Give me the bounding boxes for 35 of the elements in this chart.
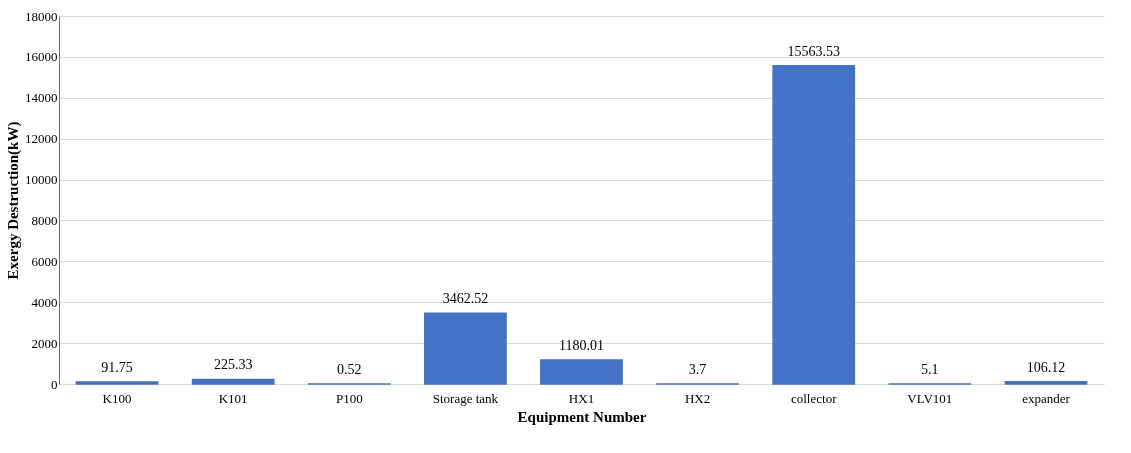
x-axis-title: Equipment Number xyxy=(517,408,647,425)
x-tick-label: HX1 xyxy=(568,390,595,406)
data-label: 106.12 xyxy=(1026,359,1066,375)
y-tick-label: 18000 xyxy=(25,8,58,24)
y-tick-label: 2000 xyxy=(31,335,58,351)
data-label: 91.75 xyxy=(101,360,133,376)
bar xyxy=(772,65,856,385)
x-tick-label: collector xyxy=(790,390,838,406)
data-label: 1180.01 xyxy=(559,337,604,353)
y-tick-label: 10000 xyxy=(25,172,58,188)
y-tick-label: 16000 xyxy=(25,49,58,65)
x-tick-label: HX2 xyxy=(684,390,711,406)
x-tick-label: K101 xyxy=(218,390,248,406)
bar xyxy=(191,378,275,385)
y-axis-title: Exergy Destruction(kW) xyxy=(5,121,22,280)
y-tick-label: 12000 xyxy=(25,131,58,147)
x-tick-label: K100 xyxy=(102,390,132,406)
bar xyxy=(1004,381,1088,385)
data-label: 3462.52 xyxy=(442,291,489,307)
bar xyxy=(540,359,623,385)
bar xyxy=(424,312,507,385)
data-label: 5.1 xyxy=(921,361,939,377)
y-tick-label: 0 xyxy=(51,376,58,392)
data-label: 0.52 xyxy=(337,361,362,377)
data-label: 15563.53 xyxy=(787,43,840,59)
y-tick-label: 14000 xyxy=(25,90,58,106)
y-tick-label: 4000 xyxy=(31,294,58,310)
data-label: 225.33 xyxy=(213,357,253,373)
x-tick-label: expander xyxy=(1022,390,1071,406)
data-label: 3.7 xyxy=(688,361,707,377)
y-tick-label: 8000 xyxy=(31,212,58,228)
x-tick-label: Storage tank xyxy=(432,390,499,406)
x-tick-label: P100 xyxy=(335,390,363,406)
x-tick-label: VLV101 xyxy=(907,390,953,406)
y-tick-label: 6000 xyxy=(31,253,58,269)
